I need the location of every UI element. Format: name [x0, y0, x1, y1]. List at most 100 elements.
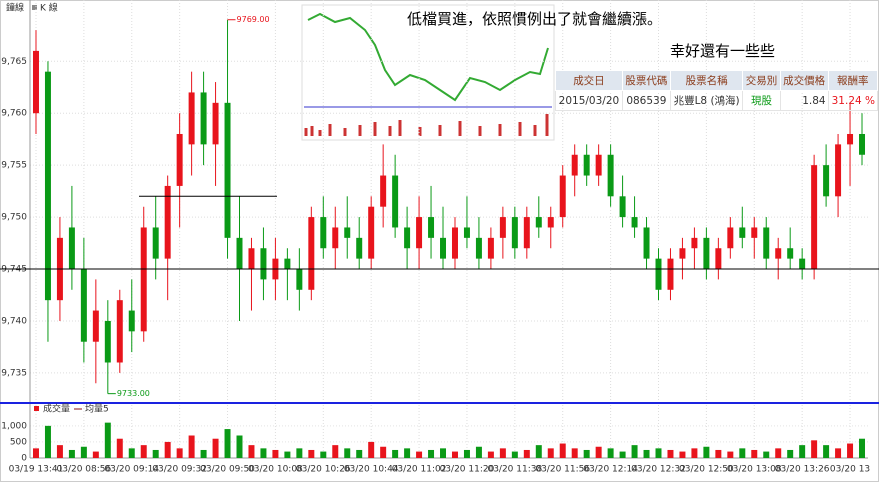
candle-body	[116, 300, 123, 363]
candle-body	[643, 227, 650, 259]
table-row: 2015/03/20 086539 兆豐L8 (鴻海) 現股 1.84 31.2…	[555, 90, 879, 111]
volume-tick-label: 500	[10, 437, 27, 447]
volume-bar	[68, 449, 75, 458]
volume-bar	[715, 449, 722, 458]
x-tick-label: 03/20 10:26	[296, 465, 351, 475]
volume-bar	[571, 448, 578, 458]
candle-body	[811, 165, 818, 270]
volume-bar	[344, 448, 351, 458]
candle-body	[428, 217, 435, 238]
header-cell: 成交日	[555, 70, 623, 91]
x-tick-label: 03/20 10:08	[248, 465, 303, 475]
candle-body	[164, 185, 171, 259]
volume-bar	[655, 448, 662, 458]
candle-body	[535, 217, 542, 228]
legend-entry: 成交量	[43, 403, 70, 415]
low-label: 9733.00	[117, 389, 150, 398]
inset-thumbnail	[301, 4, 555, 141]
volume-bar	[296, 448, 303, 458]
candle-body	[224, 102, 231, 238]
volume-bar	[128, 448, 135, 458]
volume-bar	[511, 451, 518, 458]
volume-bar	[451, 451, 458, 458]
volume-bar	[140, 445, 147, 458]
candle-body	[727, 227, 734, 249]
candle-body	[200, 92, 207, 145]
candle-body	[416, 217, 423, 249]
candle-body	[607, 154, 614, 197]
volume-bar	[835, 448, 842, 458]
x-tick-label: 03/20 08:56	[57, 465, 112, 475]
candle-body	[380, 175, 387, 207]
volume-bar	[404, 448, 411, 458]
x-tick-label: 03/20 12:14	[583, 465, 638, 475]
candle-body	[176, 133, 183, 186]
x-tick-label: 03/20 11:56	[535, 465, 590, 475]
candle-body	[344, 227, 351, 238]
inset-bars	[304, 114, 549, 136]
volume-bar	[272, 449, 279, 458]
volume-bar	[643, 449, 650, 458]
volume-bar	[583, 449, 590, 458]
volume-bar	[799, 445, 806, 458]
volume-bar	[44, 425, 51, 458]
candle-body	[356, 237, 363, 259]
volume-bar	[667, 449, 674, 458]
volume-bar	[523, 449, 530, 458]
volume-bar	[152, 449, 159, 458]
volume-bar	[188, 435, 195, 458]
y-tick-label: 9,760	[1, 109, 27, 119]
x-tick-label: 03/20 12:50	[679, 465, 734, 475]
candle-body	[547, 217, 554, 228]
x-tick-label: 03/20 09:32	[152, 465, 207, 475]
volume-bar	[811, 440, 818, 458]
candle-body	[751, 227, 758, 238]
volume-bar	[739, 448, 746, 458]
inset-line	[307, 12, 549, 102]
volume-bar	[332, 445, 339, 458]
candle-body	[68, 227, 75, 270]
y-tick-label: 9,750	[1, 213, 27, 223]
volume-bar	[176, 448, 183, 458]
cell: 31.24 %	[827, 90, 879, 111]
inset-frame	[301, 4, 555, 141]
volume-bar	[463, 449, 470, 458]
volume-bar	[80, 446, 87, 458]
volume-bar	[392, 449, 399, 458]
cell: 現股	[742, 90, 781, 111]
x-tick-label: 03/20 13:26	[775, 465, 830, 475]
candle-body	[140, 227, 147, 332]
volume-bar	[284, 451, 291, 458]
candle-body	[739, 227, 746, 238]
volume-bar	[703, 446, 710, 458]
candle-body	[655, 258, 662, 290]
candle-body	[128, 310, 135, 332]
candle-body	[847, 133, 854, 145]
candle-body	[775, 248, 782, 259]
x-tick-label: 03/20 11:02	[392, 465, 447, 475]
candle-body	[451, 227, 458, 259]
x-tick-label: 03/20 12:32	[631, 465, 686, 475]
y-tick-label: 9,735	[1, 368, 27, 378]
volume-bar	[775, 448, 782, 458]
candle-body	[583, 154, 590, 176]
candle-body	[595, 154, 602, 176]
x-tick-label: 03/20 11:20	[440, 465, 495, 475]
candle-body	[463, 227, 470, 238]
candle-body	[92, 310, 99, 342]
volume-bar	[248, 445, 255, 458]
candle-body	[332, 227, 339, 249]
candle-body	[368, 206, 375, 259]
header-cell: 交易別	[742, 70, 781, 91]
volume-bar	[368, 441, 375, 458]
candle-body	[188, 92, 195, 145]
volume-bar	[751, 449, 758, 458]
volume-bar	[308, 449, 315, 458]
volume-bar	[56, 445, 63, 458]
x-tick-label: 03/20 09:14	[104, 465, 159, 475]
candle-body	[80, 269, 87, 342]
candle-body	[296, 269, 303, 290]
